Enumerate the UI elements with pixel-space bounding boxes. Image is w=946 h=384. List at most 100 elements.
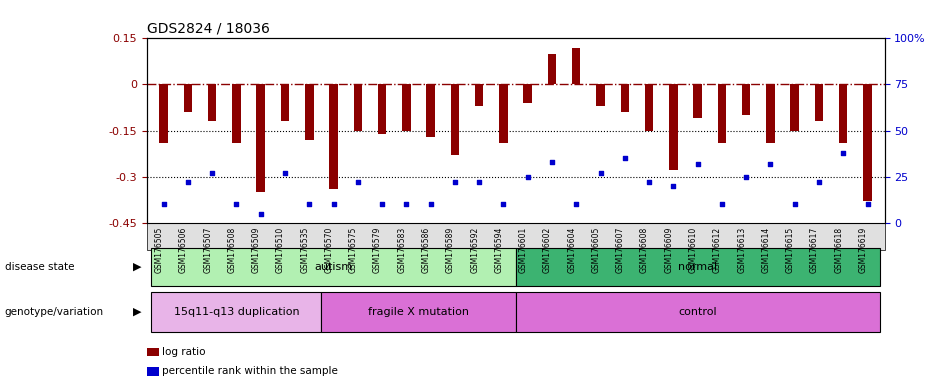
Point: [617, 155, 632, 161]
Text: genotype/variation: genotype/variation: [5, 307, 104, 317]
Bar: [256, 84, 265, 192]
Text: control: control: [678, 307, 717, 317]
Text: autism: autism: [314, 262, 353, 272]
Bar: [329, 84, 338, 189]
Text: GSM176607: GSM176607: [616, 227, 624, 273]
Text: GDS2824 / 18036: GDS2824 / 18036: [147, 22, 270, 36]
Point: [423, 201, 438, 207]
Text: GSM176592: GSM176592: [470, 227, 480, 273]
Point: [593, 170, 608, 176]
Bar: [159, 84, 167, 143]
Text: GSM176610: GSM176610: [689, 227, 697, 273]
Bar: [450, 84, 459, 155]
Point: [496, 201, 511, 207]
Bar: [499, 84, 508, 143]
Text: GSM176614: GSM176614: [762, 227, 770, 273]
Point: [714, 201, 729, 207]
Point: [399, 201, 414, 207]
Text: GSM176505: GSM176505: [154, 227, 164, 273]
Bar: [305, 84, 313, 140]
Text: normal: normal: [678, 262, 717, 272]
Bar: [839, 84, 848, 143]
Text: GSM176608: GSM176608: [640, 227, 649, 273]
Bar: [184, 84, 192, 112]
Text: GSM176613: GSM176613: [737, 227, 746, 273]
Bar: [402, 84, 411, 131]
Text: log ratio: log ratio: [162, 347, 205, 357]
Text: GSM176602: GSM176602: [543, 227, 552, 273]
Bar: [548, 54, 556, 84]
Point: [787, 201, 802, 207]
Bar: [864, 84, 872, 201]
Point: [350, 179, 365, 185]
Point: [835, 150, 850, 156]
Bar: [427, 84, 435, 137]
Text: fragile X mutation: fragile X mutation: [368, 307, 469, 317]
Bar: [669, 84, 677, 170]
Text: GSM176575: GSM176575: [349, 227, 358, 273]
Text: GSM176589: GSM176589: [446, 227, 455, 273]
Text: GSM176583: GSM176583: [397, 227, 407, 273]
Bar: [151, 292, 322, 332]
Text: percentile rank within the sample: percentile rank within the sample: [162, 366, 338, 376]
Bar: [322, 292, 516, 332]
Point: [762, 161, 778, 167]
Bar: [572, 48, 581, 84]
Text: GSM176594: GSM176594: [495, 227, 503, 273]
Text: GSM176508: GSM176508: [227, 227, 236, 273]
Point: [690, 161, 705, 167]
Point: [812, 179, 827, 185]
Text: GSM176506: GSM176506: [179, 227, 188, 273]
Point: [204, 170, 219, 176]
Text: ▶: ▶: [133, 307, 142, 317]
Bar: [208, 84, 217, 121]
Bar: [815, 84, 823, 121]
Bar: [596, 84, 604, 106]
Bar: [742, 84, 750, 115]
Text: GSM176570: GSM176570: [324, 227, 334, 273]
Bar: [718, 84, 727, 143]
Text: GSM176601: GSM176601: [518, 227, 528, 273]
Text: GSM176619: GSM176619: [859, 227, 867, 273]
Text: 15q11-q13 duplication: 15q11-q13 duplication: [174, 307, 299, 317]
Point: [156, 201, 171, 207]
Text: GSM176509: GSM176509: [252, 227, 261, 273]
Text: GSM176579: GSM176579: [373, 227, 382, 273]
Text: GSM176615: GSM176615: [786, 227, 795, 273]
Text: disease state: disease state: [5, 262, 74, 272]
Bar: [281, 84, 289, 121]
Point: [569, 201, 584, 207]
Bar: [475, 84, 483, 106]
Bar: [693, 84, 702, 118]
Point: [302, 201, 317, 207]
Point: [666, 183, 681, 189]
Text: GSM176507: GSM176507: [203, 227, 212, 273]
Text: GSM176604: GSM176604: [568, 227, 576, 273]
Bar: [516, 248, 880, 286]
Bar: [232, 84, 240, 143]
Text: GSM176510: GSM176510: [276, 227, 285, 273]
Bar: [516, 292, 880, 332]
Point: [641, 179, 657, 185]
Bar: [791, 84, 799, 131]
Text: GSM176535: GSM176535: [300, 227, 309, 273]
Text: GSM176617: GSM176617: [810, 227, 819, 273]
Text: GSM176618: GSM176618: [834, 227, 843, 273]
Point: [277, 170, 292, 176]
Point: [375, 201, 390, 207]
Point: [544, 159, 559, 165]
Point: [520, 174, 535, 180]
Point: [326, 201, 342, 207]
Text: GSM176612: GSM176612: [713, 227, 722, 273]
Bar: [766, 84, 775, 143]
Bar: [377, 84, 386, 134]
Point: [447, 179, 463, 185]
Bar: [523, 84, 532, 103]
Point: [254, 210, 269, 217]
Bar: [621, 84, 629, 112]
Text: ▶: ▶: [133, 262, 142, 272]
Bar: [151, 248, 516, 286]
Point: [229, 201, 244, 207]
Point: [860, 201, 875, 207]
Text: GSM176605: GSM176605: [591, 227, 601, 273]
